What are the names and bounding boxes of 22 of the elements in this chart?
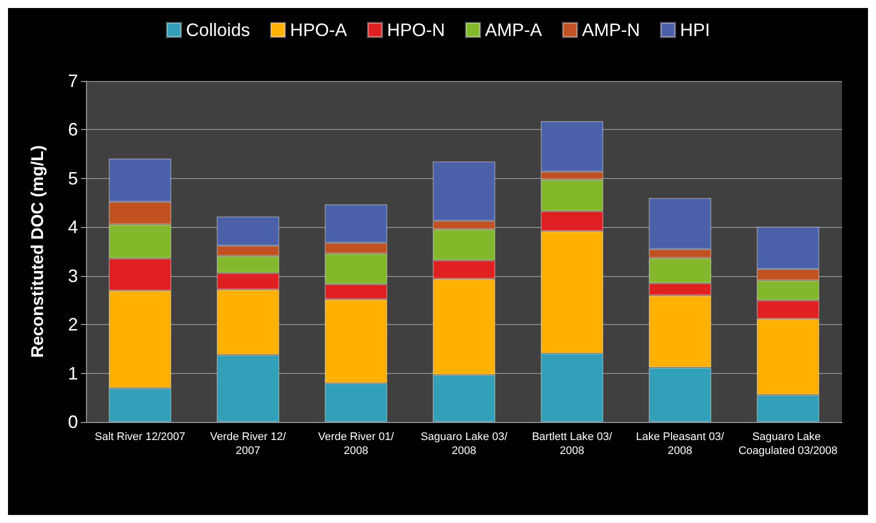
y-tick-label: 2 bbox=[68, 314, 78, 335]
y-tick-label: 6 bbox=[68, 120, 78, 140]
legend-label: HPO-N bbox=[387, 20, 446, 40]
y-tick-label: 5 bbox=[68, 168, 78, 188]
y-tick-label: 1 bbox=[68, 363, 78, 384]
y-axis-title: Reconstituted DOC (mg/L) bbox=[28, 145, 47, 358]
y-tick-label: 0 bbox=[68, 412, 78, 432]
x-tick-label: Lake Pleasant 03/2008 bbox=[636, 431, 725, 457]
x-tick-label: Verde River 01/2008 bbox=[318, 431, 395, 457]
legend-label: HPI bbox=[680, 20, 710, 40]
y-tick-label: 4 bbox=[68, 217, 78, 238]
legend-label: AMP-N bbox=[582, 20, 640, 40]
x-tick-label: Salt River 12/2007 bbox=[94, 431, 186, 443]
legend-label: AMP-A bbox=[485, 20, 542, 40]
x-tick-label: Saguaro Lake 03/2008 bbox=[420, 431, 508, 457]
y-tick-label: 7 bbox=[68, 71, 78, 91]
x-tick-label: Verde River 12/2007 bbox=[210, 431, 287, 457]
legend-label: HPO-A bbox=[290, 20, 348, 40]
y-tick-label: 3 bbox=[68, 266, 78, 286]
legend-label: Colloids bbox=[186, 20, 250, 40]
x-tick-label: Bartlett Lake 03/2008 bbox=[532, 431, 613, 457]
x-tick-label: Saguaro Lake Coagulated 03/2008 bbox=[738, 431, 838, 457]
